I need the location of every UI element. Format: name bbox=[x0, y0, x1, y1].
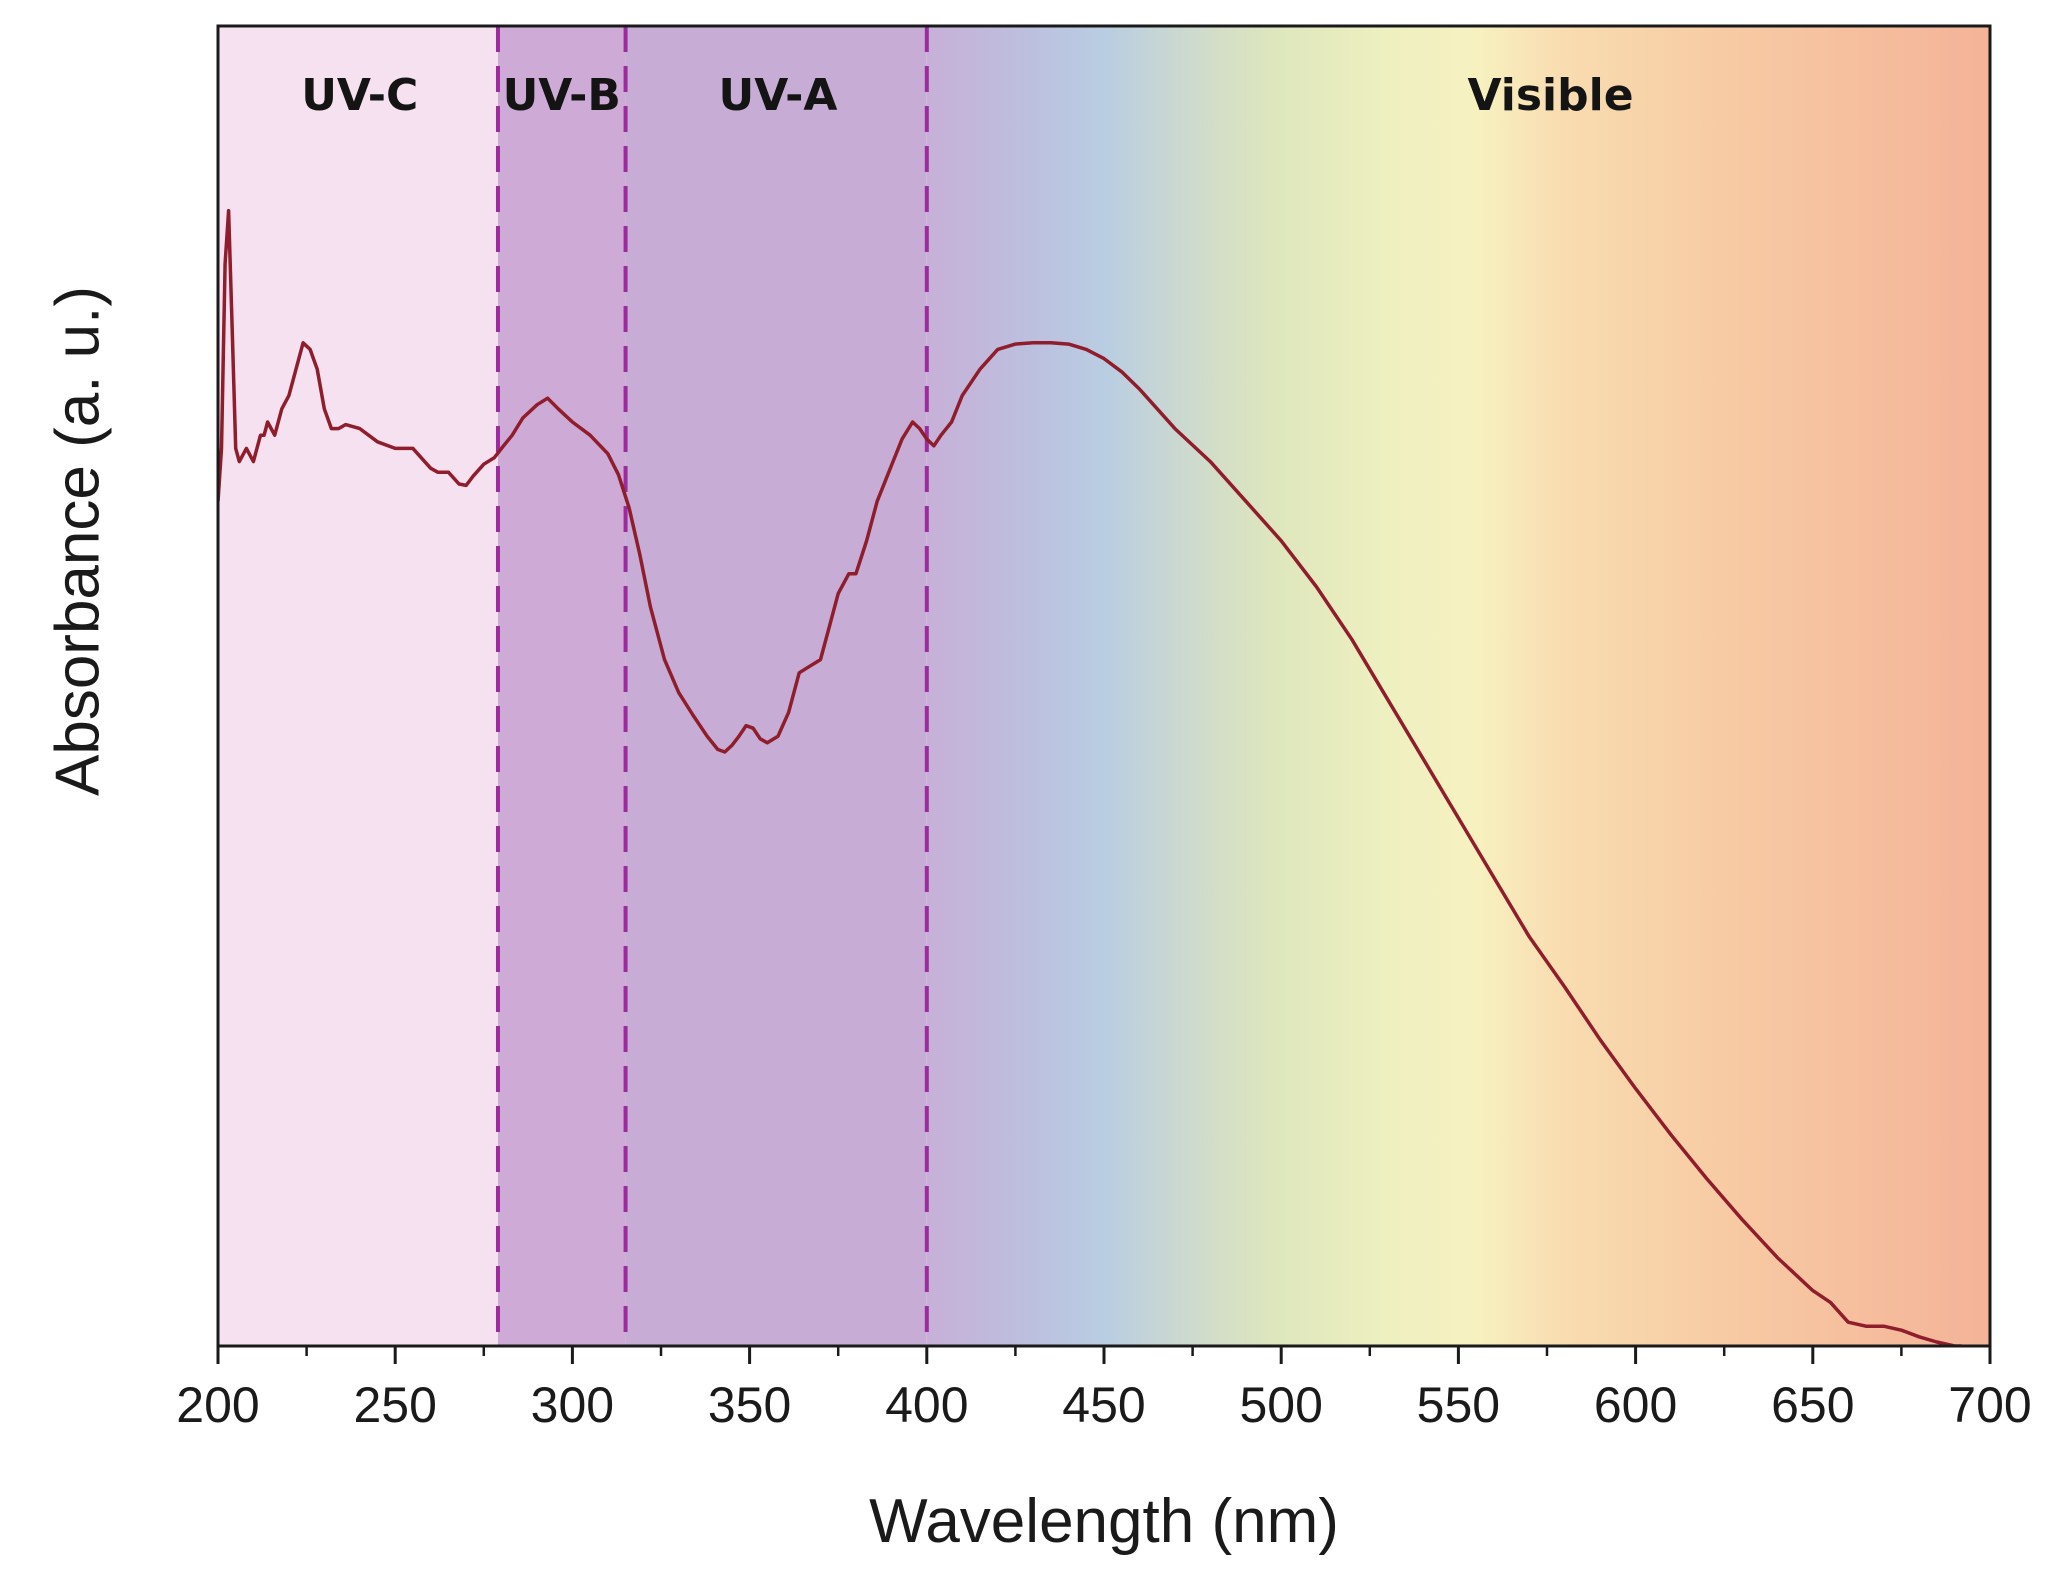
region-band-visible bbox=[926, 26, 1990, 1346]
spectral-regions bbox=[218, 26, 1990, 1346]
x-tick-label: 200 bbox=[176, 1377, 259, 1433]
x-tick-label: 500 bbox=[1239, 1377, 1322, 1433]
region-boundaries bbox=[495, 26, 929, 1346]
region-label-uv-a: UV-A bbox=[718, 70, 837, 121]
region-label-uv-b: UV-B bbox=[503, 70, 621, 121]
y-axis-title: Absorbance (a. u.) bbox=[43, 286, 112, 796]
x-tick-label: 350 bbox=[708, 1377, 791, 1433]
region-labels: UV-C UV-B UV-A Visible bbox=[301, 70, 1633, 121]
x-tick-label: 300 bbox=[531, 1377, 614, 1433]
x-tick-label: 400 bbox=[885, 1377, 968, 1433]
region-band-uv-b bbox=[497, 26, 626, 1346]
region-band-uv-a bbox=[625, 26, 927, 1346]
x-tick-label: 250 bbox=[353, 1377, 436, 1433]
series-line-absorbance bbox=[218, 209, 1962, 1346]
x-axis-ticks bbox=[216, 1346, 1992, 1364]
region-band-uv-c bbox=[218, 26, 498, 1346]
region-label-visible: Visible bbox=[1468, 70, 1634, 121]
x-axis-title: Wavelength (nm) bbox=[869, 1487, 1339, 1556]
x-tick-label: 550 bbox=[1417, 1377, 1500, 1433]
x-axis-tick-labels: 200 250 300 350 400 450 500 550 600 650 700 bbox=[176, 1377, 2031, 1433]
x-tick-label: 650 bbox=[1771, 1377, 1854, 1433]
series-layer bbox=[218, 209, 1962, 1346]
region-label-uv-c: UV-C bbox=[301, 70, 418, 121]
x-tick-label: 700 bbox=[1948, 1377, 2031, 1433]
x-tick-label: 450 bbox=[1062, 1377, 1145, 1433]
x-tick-label: 600 bbox=[1594, 1377, 1677, 1433]
